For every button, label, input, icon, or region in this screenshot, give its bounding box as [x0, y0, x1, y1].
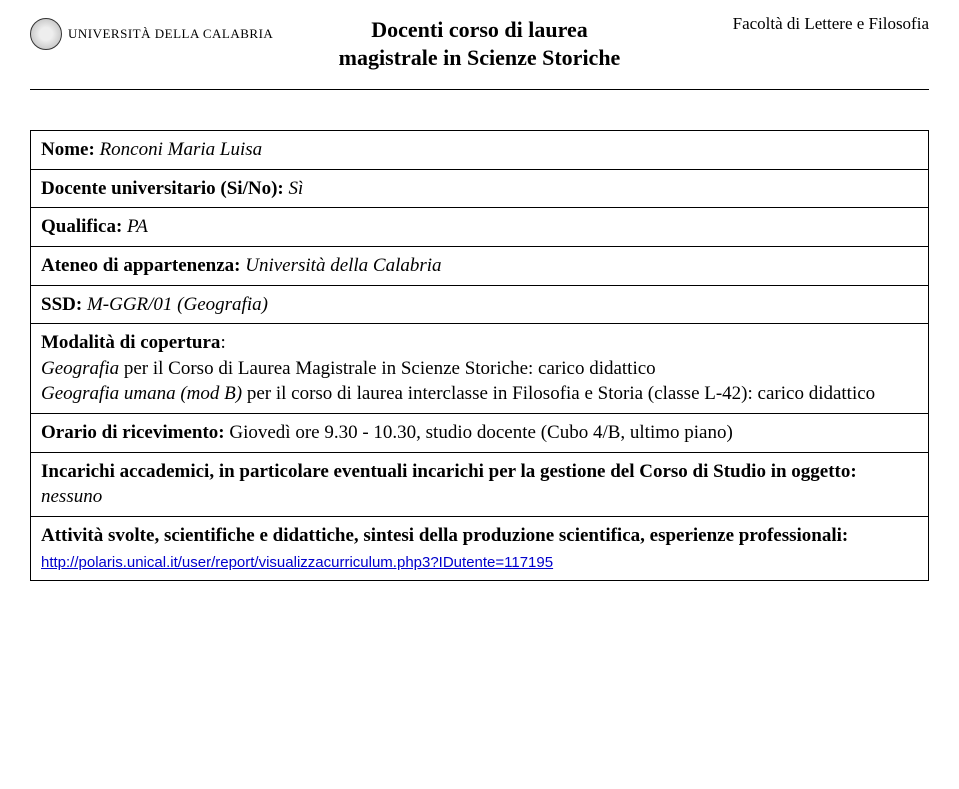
docente-value: Sì — [284, 178, 304, 199]
row-docente: Docente universitario (Si/No): Sì — [31, 170, 928, 209]
faculty-label: Facoltà di Lettere e Filosofia — [733, 14, 929, 34]
modalita-colon: : — [220, 332, 225, 353]
ateneo-label: Ateneo di appartenenza: — [41, 255, 240, 276]
qualifica-value: PA — [122, 216, 148, 237]
page-header: UNIVERSITÀ DELLA CALABRIA Docenti corso … — [30, 0, 929, 90]
row-name: Nome: Ronconi Maria Luisa — [31, 131, 928, 170]
row-incarichi: Incarichi accademici, in particolare eve… — [31, 453, 928, 517]
qualifica-label: Qualifica: — [41, 216, 122, 237]
modalita-desc-2: per il corso di laurea interclasse in Fi… — [242, 383, 875, 404]
modalita-course-1: Geografia — [41, 358, 119, 379]
university-logo-block: UNIVERSITÀ DELLA CALABRIA — [30, 18, 273, 50]
row-attivita: Attività svolte, scientifiche e didattic… — [31, 517, 928, 580]
orario-value: Giovedì ore 9.30 - 10.30, studio docente… — [225, 422, 733, 443]
name-value: Ronconi Maria Luisa — [95, 139, 262, 160]
ssd-value: M-GGR/01 (Geografia) — [82, 294, 268, 315]
docente-label: Docente universitario (Si/No): — [41, 178, 284, 199]
row-ssd: SSD: M-GGR/01 (Geografia) — [31, 286, 928, 325]
row-modalita: Modalità di copertura: Geografia per il … — [31, 324, 928, 414]
modalita-course-2: Geografia umana (mod B) — [41, 383, 242, 404]
orario-label: Orario di ricevimento: — [41, 422, 225, 443]
university-seal-icon — [30, 18, 62, 50]
modalita-label: Modalità di copertura — [41, 332, 220, 353]
incarichi-value: nessuno — [41, 486, 102, 507]
row-qualifica: Qualifica: PA — [31, 208, 928, 247]
university-name: UNIVERSITÀ DELLA CALABRIA — [68, 26, 273, 42]
name-label: Nome: — [41, 139, 95, 160]
ateneo-value: Università della Calabria — [240, 255, 441, 276]
row-orario: Orario di ricevimento: Giovedì ore 9.30 … — [31, 414, 928, 453]
modalita-desc-1: per il Corso di Laurea Magistrale in Sci… — [119, 358, 656, 379]
ssd-label: SSD: — [41, 294, 82, 315]
university-name-text: UNIVERSITÀ DELLA CALABRIA — [68, 26, 273, 41]
row-ateneo: Ateneo di appartenenza: Università della… — [31, 247, 928, 286]
incarichi-label: Incarichi accademici, in particolare eve… — [41, 461, 857, 482]
details-table: Nome: Ronconi Maria Luisa Docente univer… — [30, 130, 929, 581]
attivita-label: Attività svolte, scientifiche e didattic… — [41, 525, 848, 546]
curriculum-link[interactable]: http://polaris.unical.it/user/report/vis… — [41, 554, 553, 571]
